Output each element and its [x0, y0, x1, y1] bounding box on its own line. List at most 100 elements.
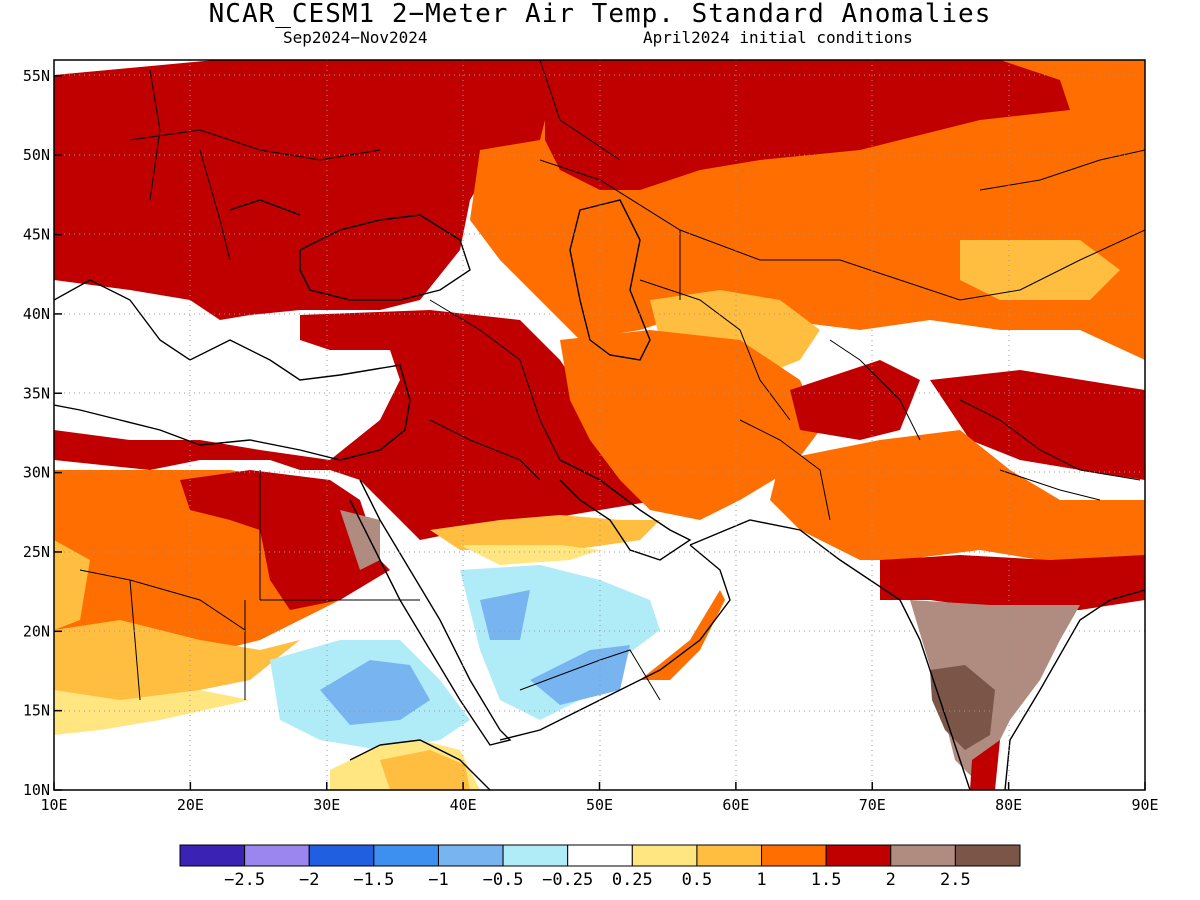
- border-iraq-saudi: [429, 419, 541, 481]
- lon-tick-label: 10E: [40, 796, 67, 814]
- anomaly-region-oman: [640, 590, 725, 680]
- border-sahel-north: [79, 569, 246, 631]
- legend-swatch: [761, 844, 827, 867]
- legend-swatch: [373, 844, 439, 867]
- lat-tick-label: 15N: [23, 702, 50, 720]
- border-russia-north: [539, 60, 621, 161]
- anomaly-region-middle-east: [54, 310, 660, 540]
- legend-label: −2.5: [224, 870, 265, 890]
- border-afghan-pak: [739, 419, 831, 521]
- coast-black-sea-north: [229, 199, 301, 216]
- anomaly-region-gulf: [430, 515, 660, 550]
- legend-swatch: [244, 844, 310, 867]
- anomaly-region-egypt: [340, 510, 380, 570]
- legend-label: 1: [756, 870, 766, 890]
- lon-tick-label: 80E: [995, 796, 1022, 814]
- anomaly-region-kazakhstan: [960, 240, 1120, 300]
- forecast-period: Sep2024−Nov2024: [283, 28, 428, 47]
- lat-tick-label: 20N: [23, 622, 50, 640]
- anomaly-region-yemen: [530, 645, 630, 705]
- legend-label: 2.5: [940, 870, 971, 890]
- anomaly-region-somalia: [380, 750, 470, 790]
- coast-caspian: [569, 199, 651, 361]
- latitude-axis: 55N 50N 45N 40N 35N 30N 25N 20N 15N 10N: [23, 67, 62, 799]
- legend-label: 1.5: [811, 870, 842, 890]
- coast-arabia-south: [499, 544, 731, 741]
- legend-label: 0.5: [682, 870, 713, 890]
- legend-label: −1: [428, 870, 448, 890]
- anomaly-region-south-asia: [770, 430, 1145, 570]
- political-borders: [79, 60, 1145, 701]
- coast-horn-africa: [349, 739, 491, 790]
- anomaly-region-europe: [54, 60, 545, 320]
- anomaly-region-sahel: [54, 540, 90, 630]
- anomaly-region-russia-north: [545, 60, 1070, 190]
- border-alps: [199, 149, 231, 261]
- legend-swatch: [825, 844, 892, 867]
- border-china-india: [959, 399, 1141, 481]
- legend-label: −1.5: [353, 870, 394, 890]
- legend-swatch: [631, 844, 698, 867]
- legend-swatch: [437, 844, 504, 867]
- legend-label: −0.5: [483, 870, 524, 890]
- legend-swatch: [567, 844, 633, 867]
- anomaly-shading: [54, 60, 1145, 790]
- anomaly-region-arabia-north: [460, 545, 600, 565]
- coast-black-sea: [299, 214, 471, 301]
- anomaly-region-india-north: [880, 555, 1145, 610]
- border-chad: [129, 579, 141, 701]
- coast-persian-gulf: [559, 459, 692, 561]
- anomaly-region-deccan: [930, 665, 995, 750]
- coastlines: [54, 199, 1145, 790]
- lat-tick-label: 40N: [23, 305, 50, 323]
- map-title: NCAR_CESM1 2−Meter Air Temp. Standard An…: [208, 0, 992, 29]
- legend-label: 2: [886, 870, 896, 890]
- color-legend: −2.5 −2 −1.5 −1 −0.5 −0.25 0.25 0.5 1 1.5 2 2.5: [179, 844, 1021, 890]
- lat-tick-label: 35N: [23, 384, 50, 402]
- anomaly-region-caspian: [650, 290, 820, 380]
- border-germany: [149, 69, 161, 201]
- legend-swatch: [308, 844, 375, 867]
- initial-conditions: April2024 initial conditions: [643, 28, 913, 47]
- lat-tick-label: 50N: [23, 146, 50, 164]
- anomaly-region-chad: [54, 620, 300, 710]
- lon-tick-label: 70E: [859, 796, 886, 814]
- border-pak-india: [829, 339, 921, 441]
- lon-tick-label: 40E: [450, 796, 477, 814]
- graticule: [54, 60, 1145, 790]
- legend-swatch: [179, 844, 246, 867]
- anomaly-region-tibet: [930, 370, 1145, 480]
- lon-tick-label: 60E: [722, 796, 749, 814]
- lat-tick-label: 55N: [23, 67, 50, 85]
- lat-tick-label: 45N: [23, 226, 50, 244]
- lat-tick-label: 25N: [23, 543, 50, 561]
- coast-mediterranean: [54, 279, 411, 461]
- legend-label: −2: [299, 870, 319, 890]
- border-kazakh-russia: [539, 159, 1145, 301]
- anomaly-region-sri-lanka: [970, 740, 1000, 790]
- border-india-nepal: [999, 469, 1101, 501]
- anomaly-region-rub-al-khali: [480, 590, 530, 640]
- legend-swatch: [890, 844, 956, 867]
- legend-label: −0.25: [542, 870, 593, 890]
- legend-swatch: [502, 844, 569, 867]
- legend-swatch: [696, 844, 763, 867]
- longitude-axis: 10E 20E 30E 40E 50E 60E 70E 80E 90E: [40, 782, 1159, 814]
- border-saudi-yemen: [519, 649, 661, 701]
- border-europe-east-west: [129, 129, 381, 161]
- lon-tick-label: 30E: [313, 796, 340, 814]
- coast-bay-of-bengal: [1004, 589, 1145, 790]
- legend-swatch: [954, 844, 1021, 867]
- lon-tick-label: 20E: [177, 796, 204, 814]
- lon-tick-label: 90E: [1131, 796, 1158, 814]
- lat-tick-label: 10N: [23, 781, 50, 799]
- anomaly-region-pakistan-north: [790, 360, 920, 440]
- anomaly-region-sudan: [54, 690, 250, 735]
- lat-tick-label: 30N: [23, 464, 50, 482]
- border-russia-mongolia: [979, 149, 1145, 191]
- legend-label: 0.25: [612, 870, 653, 890]
- anomaly-region-libya: [180, 470, 390, 610]
- anomaly-region-ethiopia: [320, 660, 430, 725]
- lon-tick-label: 50E: [586, 796, 613, 814]
